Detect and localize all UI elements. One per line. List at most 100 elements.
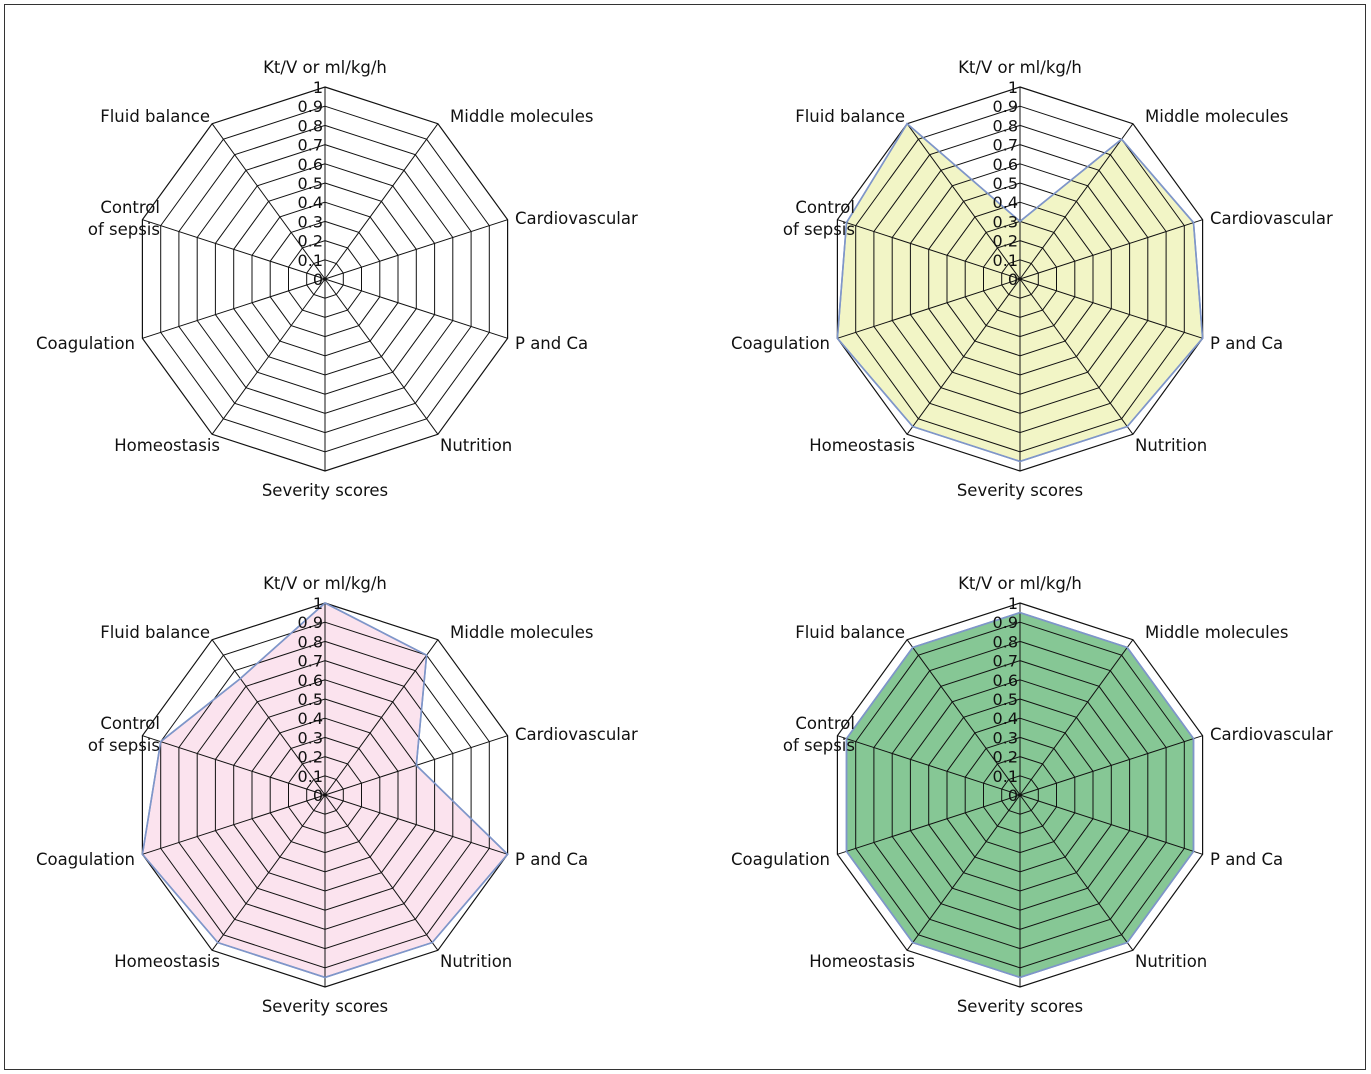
tick-label: 1: [1008, 594, 1018, 613]
tick-label: 0.9: [298, 97, 323, 116]
figure-frame: [4, 4, 1366, 1070]
axis-spoke: [142, 735, 326, 796]
tick-label: 1: [1008, 78, 1018, 97]
axis-label: Fluid balance: [100, 623, 210, 642]
axis-spoke: [1019, 219, 1203, 280]
tick-label: 0: [313, 786, 323, 805]
tick-label: 0.8: [298, 632, 323, 651]
axis-spoke: [906, 794, 1021, 951]
axis-spoke: [1019, 123, 1134, 280]
axis-spoke: [211, 794, 326, 951]
tick-label: 0.9: [298, 613, 323, 632]
axis-spoke: [211, 123, 326, 280]
axis-spoke: [837, 219, 1021, 280]
axis-label: Coagulation: [731, 850, 830, 869]
tick-label: 1: [313, 594, 323, 613]
axis-spoke: [837, 794, 1021, 855]
tick-label: 0.7: [993, 652, 1018, 671]
tick-label: 0.7: [298, 652, 323, 671]
axis-label: Coagulation: [731, 334, 830, 353]
tick-label: 0.6: [993, 671, 1018, 690]
tick-label: 0.4: [298, 193, 323, 212]
axis-label: P and Ca: [1210, 850, 1283, 869]
axis-label: Nutrition: [1135, 952, 1207, 971]
axis-label: Homeostasis: [809, 952, 915, 971]
axis-spoke: [1019, 794, 1203, 855]
axis-label: Nutrition: [1135, 436, 1207, 455]
tick-label: 0: [313, 270, 323, 289]
tick-label: 0.3: [993, 212, 1018, 231]
axis-spoke: [324, 278, 439, 435]
axis-spoke: [906, 639, 1021, 796]
axis-label: P and Ca: [515, 334, 588, 353]
axis-spoke: [211, 639, 326, 796]
tick-label: 0.2: [993, 232, 1018, 251]
axis-spoke: [1019, 639, 1134, 796]
axis-label: Cardiovascular: [515, 209, 638, 228]
tick-label: 0.8: [993, 632, 1018, 651]
axis-label: Cardiovascular: [515, 725, 638, 744]
axis-label: Kt/V or ml/kg/h: [263, 574, 387, 593]
axis-label: Middle molecules: [450, 107, 594, 126]
tick-label: 0.5: [993, 174, 1018, 193]
axis-label: Nutrition: [440, 952, 512, 971]
axis-spoke: [211, 278, 326, 435]
axis-label: Control of sepsis: [88, 198, 160, 239]
axis-spoke: [142, 794, 326, 855]
tick-label: 0.8: [298, 116, 323, 135]
tick-label: 0.2: [993, 748, 1018, 767]
axis-spoke: [906, 123, 1021, 280]
axis-spoke: [1019, 278, 1134, 435]
axis-spoke: [324, 219, 508, 280]
series-line-1: [141, 602, 509, 979]
tick-label: 0.7: [993, 136, 1018, 155]
axis-label: Middle molecules: [450, 623, 594, 642]
axis-label: Fluid balance: [795, 107, 905, 126]
tick-label: 0.1: [993, 251, 1018, 270]
axis-spoke: [837, 735, 1021, 796]
axis-label: Cardiovascular: [1210, 209, 1333, 228]
axis-label: Control of sepsis: [88, 714, 160, 755]
tick-label: 0.3: [298, 728, 323, 747]
tick-label: 0.1: [298, 767, 323, 786]
tick-label: 0.4: [993, 709, 1018, 728]
axis-label: Control of sepsis: [783, 198, 855, 239]
tick-label: 0.2: [298, 232, 323, 251]
axis-label: Homeostasis: [114, 436, 220, 455]
tick-label: 0: [1008, 270, 1018, 289]
axis-label: Severity scores: [262, 997, 388, 1016]
tick-label: 0.3: [298, 212, 323, 231]
tick-label: 0: [1008, 786, 1018, 805]
axis-spoke: [142, 278, 326, 339]
tick-label: 0.2: [298, 748, 323, 767]
tick-label: 0.8: [993, 116, 1018, 135]
axis-label: Fluid balance: [100, 107, 210, 126]
tick-label: 0.3: [993, 728, 1018, 747]
axis-label: Severity scores: [957, 997, 1083, 1016]
tick-label: 0.7: [298, 136, 323, 155]
axis-spoke: [324, 794, 439, 951]
tick-label: 0.1: [993, 767, 1018, 786]
tick-label: 0.5: [993, 690, 1018, 709]
axis-label: Fluid balance: [795, 623, 905, 642]
axis-spoke: [324, 278, 508, 339]
axis-label: Kt/V or ml/kg/h: [958, 574, 1082, 593]
axis-spoke: [324, 123, 439, 280]
axis-spoke: [1019, 794, 1134, 951]
axis-label: Coagulation: [36, 850, 135, 869]
axis-label: Homeostasis: [114, 952, 220, 971]
axis-label: Nutrition: [440, 436, 512, 455]
axis-label: Homeostasis: [809, 436, 915, 455]
axis-label: Severity scores: [262, 481, 388, 500]
axis-label: Coagulation: [36, 334, 135, 353]
axis-spoke: [906, 278, 1021, 435]
axis-label: Kt/V or ml/kg/h: [263, 58, 387, 77]
tick-label: 0.5: [298, 690, 323, 709]
axis-label: Middle molecules: [1145, 623, 1289, 642]
series-line-1: [845, 611, 1195, 979]
axis-label: Kt/V or ml/kg/h: [958, 58, 1082, 77]
